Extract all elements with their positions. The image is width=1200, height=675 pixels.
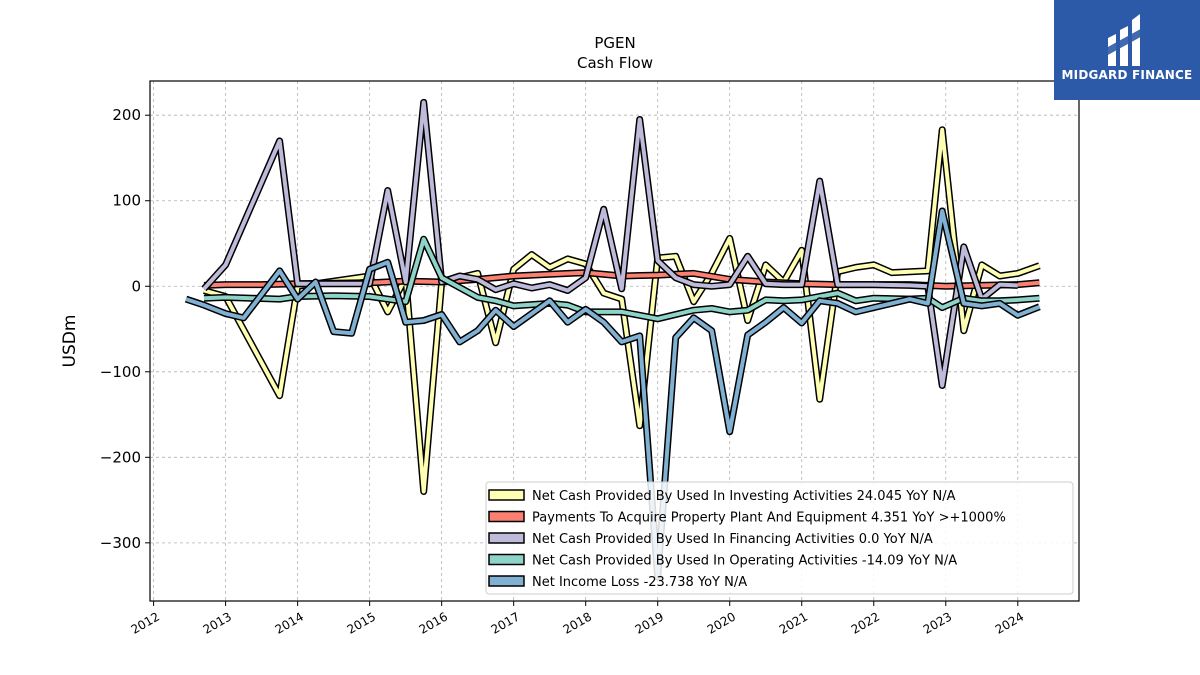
legend-label: Net Cash Provided By Used In Financing A… — [532, 532, 933, 547]
x-tick-label: 2021 — [777, 609, 810, 636]
x-tick-label: 2019 — [633, 609, 666, 636]
x-tick-label: 2016 — [417, 609, 450, 636]
series-line-0 — [203, 127, 1041, 494]
y-axis-ticks: 200 100 0 −100 −200 −300 — [100, 106, 150, 552]
x-tick-label: 2014 — [273, 609, 306, 636]
legend-swatch — [488, 575, 525, 587]
logo-mark-icon — [1106, 14, 1146, 66]
x-tick-label: 2020 — [705, 609, 738, 636]
x-tick-label: 2017 — [489, 609, 522, 636]
x-axis-ticks: 2012 2013 2014 2015 2016 2017 2018 2019 2020 2021… — [129, 601, 1026, 637]
y-tick-label: 0 — [131, 277, 141, 295]
legend-label: Net Cash Provided By Used In Operating A… — [532, 554, 957, 569]
y-tick-label: −300 — [100, 534, 141, 552]
y-tick-label: 100 — [112, 192, 141, 210]
legend-swatch — [488, 553, 525, 566]
series-line-3 — [203, 237, 1040, 321]
legend: Net Cash Provided By Used In Investing A… — [485, 481, 1074, 595]
brand-logo: MIDGARD FINANCE — [1054, 0, 1200, 100]
legend-label: Payments To Acquire Property Plant And E… — [532, 511, 1006, 526]
y-axis-label: USDm — [60, 315, 80, 368]
x-tick-label: 2013 — [201, 609, 234, 636]
x-tick-label: 2024 — [993, 609, 1026, 636]
plot-frame — [149, 80, 1080, 602]
x-tick-label: 2015 — [345, 609, 378, 636]
legend-box — [485, 481, 1074, 595]
series-line-2 — [202, 100, 1018, 388]
plot-series — [184, 98, 1041, 581]
x-tick-label: 2022 — [849, 609, 882, 636]
x-tick-label: 2023 — [921, 609, 954, 636]
legend-swatch — [488, 489, 525, 501]
logo-text: MIDGARD FINANCE — [1061, 68, 1193, 82]
x-tick-label: 2012 — [129, 609, 162, 636]
series-line-4 — [185, 209, 1041, 580]
legend-label: Net Cash Provided By Used In Investing A… — [532, 489, 956, 504]
y-tick-label: 200 — [112, 106, 141, 124]
chart-title: PGEN — [594, 34, 635, 52]
y-tick-label: −200 — [100, 448, 141, 466]
legend-label: Net Income Loss -23.738 YoY N/A — [532, 575, 747, 590]
legend-swatch — [488, 532, 525, 544]
legend-swatch — [488, 510, 525, 523]
chart-subtitle: Cash Flow — [577, 54, 653, 72]
x-tick-label: 2018 — [561, 609, 594, 636]
y-tick-label: −100 — [100, 363, 141, 381]
chart-title-group: PGEN Cash Flow — [577, 34, 653, 72]
